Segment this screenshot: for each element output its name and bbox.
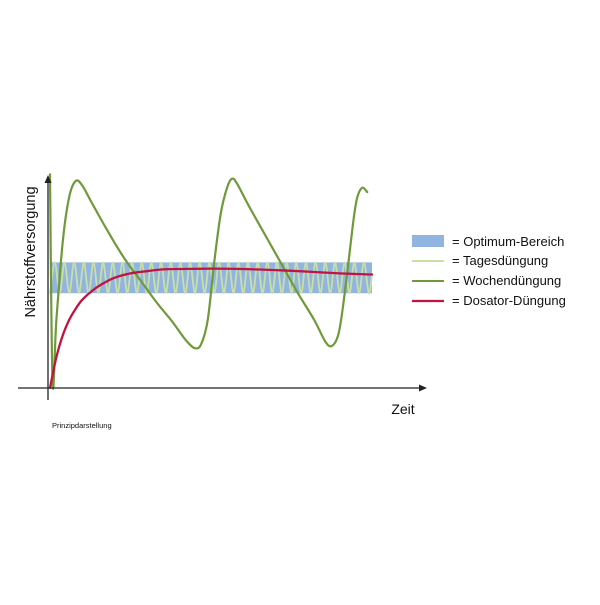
x-axis-arrowhead [419,384,427,392]
chart-note: Prinzipdarstellung [52,421,112,430]
x-axis-label: Zeit [391,401,414,417]
legend-label-tagesduengung: = Tagesdüngung [452,253,548,268]
plot-area [48,173,374,390]
series-dosator-duengung [48,267,374,389]
axes [18,175,427,400]
series-wochenduengung [48,173,369,390]
y-axis-arrowhead [44,175,52,183]
legend-label-wochenduengung: = Wochendüngung [452,273,561,288]
legend-swatch-optimum [412,235,444,247]
legend-label-dosator-duengung: = Dosator-Düngung [452,293,566,308]
legend-label-optimum: = Optimum-Bereich [452,234,564,249]
legend: = Optimum-Bereich = Tagesdüngung = Woche… [412,234,566,308]
y-axis-label: Nährstoffversorgung [23,186,39,317]
